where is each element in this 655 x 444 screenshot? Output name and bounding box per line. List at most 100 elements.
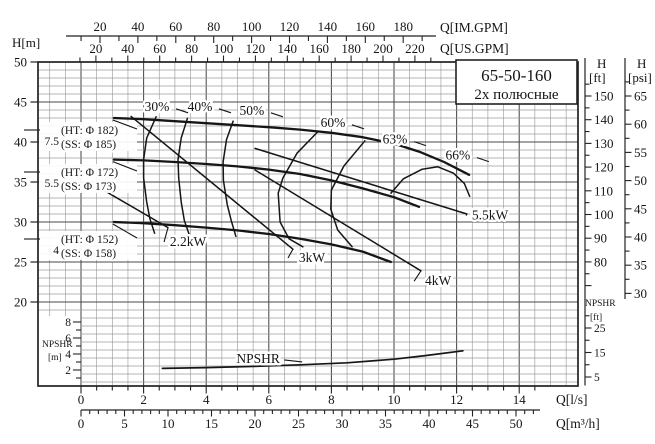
axis-tick-label: 15	[594, 348, 606, 360]
impeller-ss-label: (SS: Φ 158)	[61, 248, 116, 260]
axis-unit-label: Q[IM.GPM]	[440, 20, 508, 35]
head-curve-phi182	[112, 116, 471, 176]
axis-left-npshr-m: NPSHR [m] 8 6 4 2	[42, 317, 81, 379]
efficiency-label-dash	[218, 108, 232, 114]
h-m-axis-header: H[m]	[12, 35, 40, 50]
efficiency-label-66%: 66%	[445, 148, 470, 163]
impeller-label-bg	[39, 231, 137, 260]
efficiency-label-30%: 30%	[145, 99, 170, 114]
impeller-power-label: 5.5	[45, 178, 60, 190]
power-label-2.2kW: 2.2kW	[170, 234, 207, 249]
axis-tick-label: 220	[405, 41, 425, 56]
impeller-label-phi172: 5.5(HT: Φ 172) (SS: Φ 173)	[24, 161, 138, 195]
axis-tick-label: 110	[594, 183, 613, 198]
head-curve-phi172	[112, 158, 421, 208]
efficiency-contour-66%	[390, 166, 471, 198]
efficiency-contour-30%	[142, 116, 157, 234]
axis-tick-label: 60	[634, 117, 647, 132]
npshr-curve-label: NPSHR	[236, 351, 280, 366]
power-label-dash	[163, 227, 169, 243]
h-ft-header-unit: [ft]	[589, 70, 606, 85]
axis-tick-label: 10	[388, 392, 401, 407]
efficiency-label-dash	[270, 112, 284, 118]
axis-tick-label: 35	[379, 416, 392, 431]
npshr-ft-header-unit: [ft]	[590, 312, 602, 323]
axis-tick-label: 4	[203, 392, 210, 407]
impeller-ht-label: (HT: Φ 152)	[61, 234, 118, 246]
axis-tick-label: 50	[634, 173, 647, 188]
impeller-label-phi182: 7.5(HT: Φ 182) (SS: Φ 185)	[24, 119, 138, 153]
axis-bottom-q-m3h: 0 5 10 15 20 25 30 35 40 45 50 Q[m³/h]	[78, 409, 600, 431]
plot-border	[37, 61, 579, 387]
efficiency-contour-63%	[330, 140, 366, 248]
npshr-label-area	[39, 316, 80, 385]
axis-tick-label: 4	[65, 349, 71, 361]
axis-tick-label: 14	[513, 392, 527, 407]
efficiency-label-dash	[351, 124, 365, 130]
curves	[94, 115, 471, 370]
efficiency-contour-50%	[222, 120, 237, 238]
npshr-ft-header: NPSHR	[585, 299, 616, 309]
axis-tick-label: 10	[162, 416, 175, 431]
power-label-4kW: 4kW	[425, 273, 452, 288]
impeller-label-phi152: 4(HT: Φ 152) (SS: Φ 158)	[24, 223, 138, 262]
axis-tick-label: 45	[466, 416, 479, 431]
impeller-label-bg	[39, 164, 137, 193]
impeller-ss-label: (SS: Φ 173)	[61, 181, 116, 193]
impeller-label-connector	[112, 119, 138, 130]
axis-unit-label: Q[l/s]	[556, 392, 588, 407]
axis-tick-label: 6	[266, 392, 273, 407]
power-line-5.5kW	[254, 147, 468, 215]
axis-tick-label: 100	[214, 41, 234, 56]
axis-tick-label: 180	[341, 41, 361, 56]
efficiency-contour-60%	[277, 130, 319, 248]
npshr-m-header: NPSHR	[42, 340, 73, 350]
power-label-dash	[465, 213, 468, 216]
axis-tick-label: 20	[14, 295, 27, 310]
axis-tick-label: 140	[278, 41, 298, 56]
axis-tick-label: 2	[65, 365, 71, 377]
impeller-power-label: 7.5	[45, 136, 60, 148]
axis-tick-label: 200	[373, 41, 393, 56]
efficiency-label-40%: 40%	[188, 99, 213, 114]
axis-tick-label: 40	[131, 19, 144, 34]
axis-tick-label: 30	[634, 286, 647, 301]
axis-tick-label: 0	[78, 416, 85, 431]
pump-model-title: 65-50-160	[481, 66, 552, 85]
head-curve-phi152	[112, 220, 393, 264]
h-psi-header: H	[637, 56, 646, 71]
axis-tick-label: 8	[65, 317, 71, 329]
axis-tick-label: 12	[450, 392, 463, 407]
axis-tick-label: 20	[89, 41, 102, 56]
axis-tick-label: 120	[246, 41, 266, 56]
impeller-label-connector	[112, 161, 138, 172]
axis-tick-label: 2	[140, 392, 147, 407]
power-label-dash	[287, 248, 294, 259]
axis-tick-label: 120	[280, 19, 300, 34]
npshr-curve	[161, 349, 464, 370]
axis-tick-label: 150	[594, 89, 614, 104]
efficiency-contour-40%	[177, 117, 190, 235]
h-ft-header: H	[597, 56, 606, 71]
axis-tick-label: 160	[309, 41, 329, 56]
axis-unit-label: Q[m³/h]	[556, 416, 600, 431]
efficiency-label-dash	[413, 141, 427, 147]
axis-tick-label: 40	[14, 135, 27, 150]
axis-unit-label: Q[US.GPM]	[440, 41, 509, 56]
axis-tick-label: 35	[634, 258, 647, 273]
axis-tick-label: 25	[14, 255, 27, 270]
pump-poles-subtitle: 2х полюсные	[474, 87, 559, 103]
axis-bottom-q-ls: 0 2 4 6 8 10 12 14 Q[l/s]	[78, 386, 588, 407]
efficiency-label-dash	[476, 157, 490, 163]
power-label-5.5kW: 5.5kW	[472, 208, 509, 223]
axis-tick-label: 8	[328, 392, 335, 407]
axis-top-us-gpm: 20 40 60 80 100 120 140 160 180 200 220 Q[US.GPM]	[79, 41, 509, 62]
efficiency-label-60%: 60%	[321, 115, 346, 130]
efficiency-label-dash	[175, 108, 189, 114]
axis-tick-label: 45	[634, 201, 647, 216]
axis-tick-label: 40	[121, 41, 134, 56]
axis-tick-label: 15	[205, 416, 218, 431]
axis-top-im-gpm: 20 40 60 80 100 120 140 160 180 Q[IM.GPM]	[66, 19, 508, 43]
